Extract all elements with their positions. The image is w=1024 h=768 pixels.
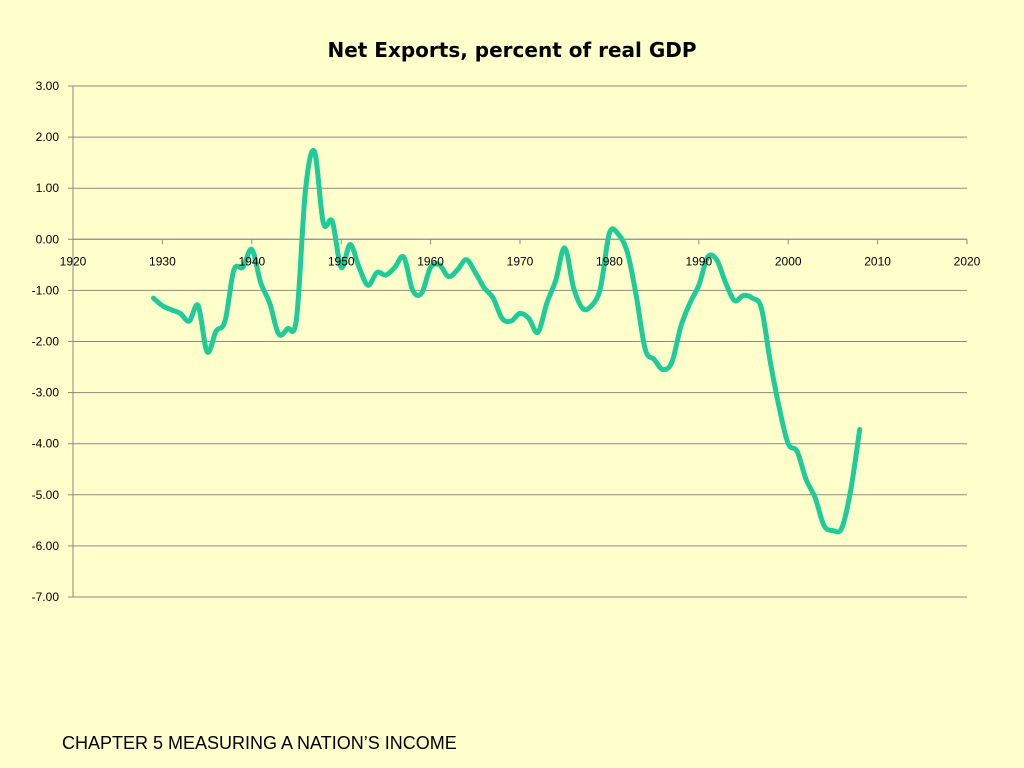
axes: [68, 85, 968, 598]
x-tick-label: 1970: [507, 254, 534, 268]
x-tick-label: 2000: [775, 254, 802, 268]
y-tick-label: 0.00: [36, 232, 60, 246]
x-tick-label: 1960: [417, 254, 444, 268]
x-tick-label: 1980: [596, 254, 623, 268]
y-tick-label: -7.00: [32, 590, 60, 604]
y-tick-label: 2.00: [36, 130, 60, 144]
net-exports-line: [151, 147, 863, 535]
x-tick-label: 2020: [954, 254, 981, 268]
gridlines: [73, 85, 967, 598]
y-tick-label: 3.00: [36, 79, 60, 93]
y-tick-label: -3.00: [32, 386, 60, 400]
y-tick-label: 1.00: [36, 181, 60, 195]
y-tick-label: -1.00: [32, 283, 60, 297]
chart-title: Net Exports, percent of real GDP: [327, 38, 697, 62]
y-tick-label: -6.00: [32, 539, 60, 553]
series-layer: [151, 147, 863, 535]
x-tick-label: 1930: [149, 254, 176, 268]
x-tick-label: 2010: [864, 254, 891, 268]
y-tick-label: -5.00: [32, 488, 60, 502]
tick-labels: 3.00 2.00 1.00 0.00 -1.00 -2.00 -3.00 -4.00 -5.0…: [32, 79, 981, 604]
x-tick-label: 1990: [685, 254, 712, 268]
y-tick-label: -4.00: [32, 437, 60, 451]
x-tick-label: 1920: [60, 254, 87, 268]
y-tick-label: -2.00: [32, 335, 60, 349]
x-tick-label: 1940: [238, 254, 265, 268]
x-tick-label: 1950: [328, 254, 355, 268]
slide-footer: CHAPTER 5 MEASURING A NATION’S INCOME: [62, 733, 457, 753]
